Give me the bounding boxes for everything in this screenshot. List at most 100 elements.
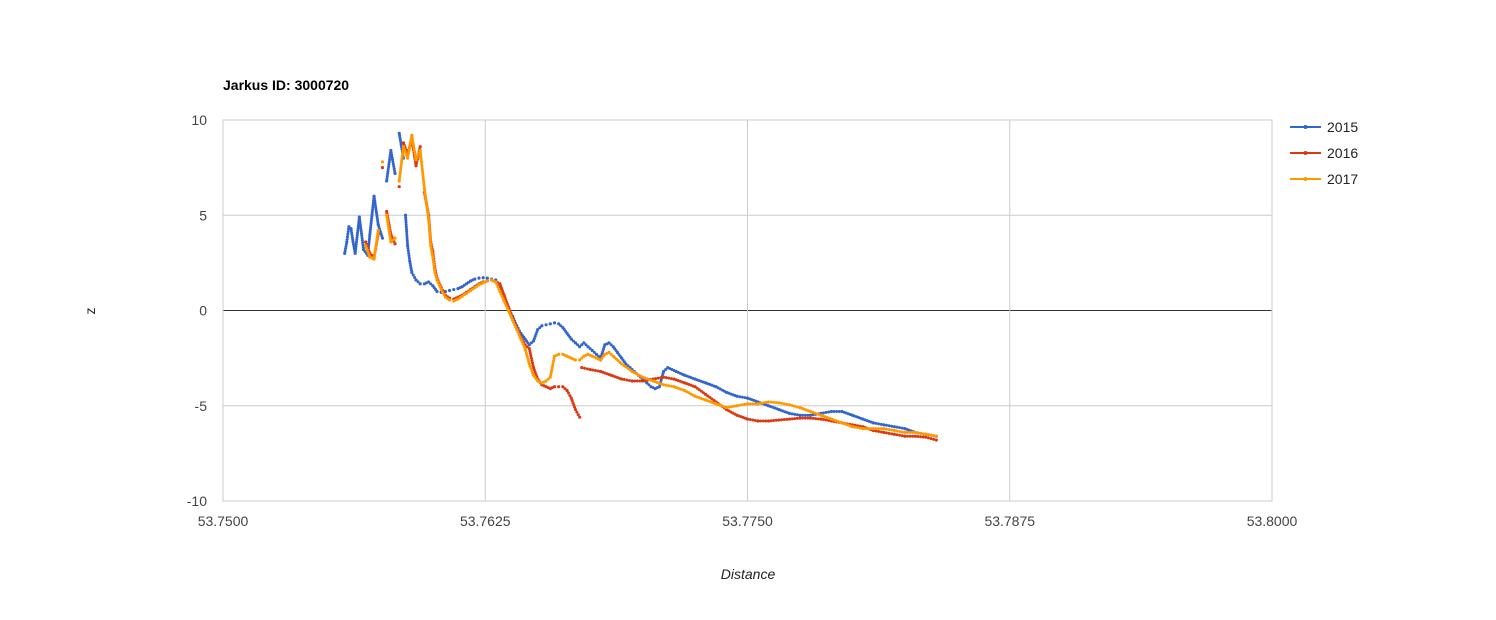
data-point — [411, 273, 415, 277]
data-point — [398, 172, 402, 176]
data-point — [926, 436, 930, 440]
data-point — [350, 231, 354, 235]
data-point — [641, 379, 645, 383]
data-point — [563, 387, 567, 391]
data-point — [745, 402, 750, 406]
data-point — [481, 276, 485, 280]
data-point — [428, 233, 432, 237]
data-point — [861, 427, 865, 431]
data-point — [413, 151, 417, 155]
data-point — [571, 401, 575, 405]
data-point — [724, 406, 729, 410]
data-point — [536, 327, 540, 332]
y-tick-label: 0 — [199, 303, 207, 319]
data-point — [427, 217, 431, 221]
legend-item-2015[interactable]: 2015 — [1290, 119, 1358, 135]
data-point — [585, 367, 589, 371]
data-point — [385, 215, 389, 219]
data-point — [777, 401, 781, 405]
data-point — [727, 405, 731, 409]
data-point — [895, 425, 899, 429]
data-point — [667, 376, 671, 380]
data-point — [578, 358, 582, 362]
data-point — [452, 287, 456, 292]
data-point — [895, 433, 899, 437]
data-point — [343, 251, 347, 255]
data-point — [900, 434, 904, 438]
data-point — [368, 228, 372, 232]
data-point — [569, 337, 573, 341]
data-point — [434, 273, 438, 277]
data-point — [708, 395, 712, 399]
data-point — [353, 251, 357, 255]
data-point — [622, 378, 626, 382]
data-point — [916, 434, 920, 438]
data-point — [389, 151, 393, 155]
data-point — [552, 385, 557, 389]
data-point — [424, 196, 428, 200]
data-point — [588, 347, 592, 351]
data-point — [874, 429, 878, 433]
data-point — [635, 379, 639, 383]
data-point — [423, 191, 427, 195]
data-point — [438, 285, 442, 289]
data-point — [557, 322, 561, 326]
data-point — [399, 143, 403, 147]
data-point — [432, 263, 436, 267]
data-point — [924, 435, 928, 439]
data-point — [419, 153, 423, 157]
data-point — [369, 226, 373, 230]
data-point — [497, 287, 501, 291]
data-point — [919, 435, 923, 439]
data-point — [575, 410, 579, 414]
data-point — [887, 431, 891, 435]
data-point — [407, 149, 411, 153]
data-point — [370, 212, 374, 216]
data-point — [570, 398, 574, 402]
data-point — [397, 131, 401, 135]
data-point — [405, 234, 409, 238]
data-point — [808, 416, 813, 420]
data-point — [432, 265, 436, 269]
data-point — [368, 235, 372, 239]
data-point — [375, 239, 379, 243]
data-point — [759, 401, 763, 405]
data-point — [777, 418, 781, 422]
data-point — [824, 410, 828, 414]
data-point — [858, 426, 862, 430]
data-point — [822, 411, 826, 415]
data-point — [913, 434, 917, 438]
data-point — [344, 247, 348, 251]
data-point — [400, 154, 404, 158]
data-point — [929, 433, 933, 437]
data-point — [375, 237, 379, 241]
data-point — [793, 404, 797, 408]
data-point — [573, 341, 578, 345]
data-point — [373, 199, 377, 203]
chart-title: Jarkus ID: 3000720 — [223, 77, 349, 93]
data-point — [385, 179, 389, 183]
data-point — [360, 234, 364, 238]
data-point — [584, 343, 588, 347]
data-point — [706, 394, 710, 398]
data-point — [774, 401, 778, 405]
data-point — [908, 434, 912, 438]
data-point — [661, 383, 666, 387]
data-point — [898, 426, 902, 430]
data-point — [795, 416, 799, 420]
data-point — [699, 389, 703, 393]
legend-item-2017[interactable]: 2017 — [1290, 171, 1358, 187]
legend-item-2016[interactable]: 2016 — [1290, 145, 1358, 161]
data-point — [399, 140, 403, 144]
data-point — [412, 147, 416, 151]
data-point — [415, 156, 419, 160]
data-point — [753, 419, 757, 423]
data-point — [393, 242, 397, 246]
data-point — [900, 430, 904, 434]
data-point — [386, 222, 390, 226]
data-point — [764, 400, 768, 404]
data-point — [422, 180, 426, 184]
data-point — [829, 409, 834, 414]
data-point — [571, 339, 575, 343]
data-point — [369, 223, 373, 227]
